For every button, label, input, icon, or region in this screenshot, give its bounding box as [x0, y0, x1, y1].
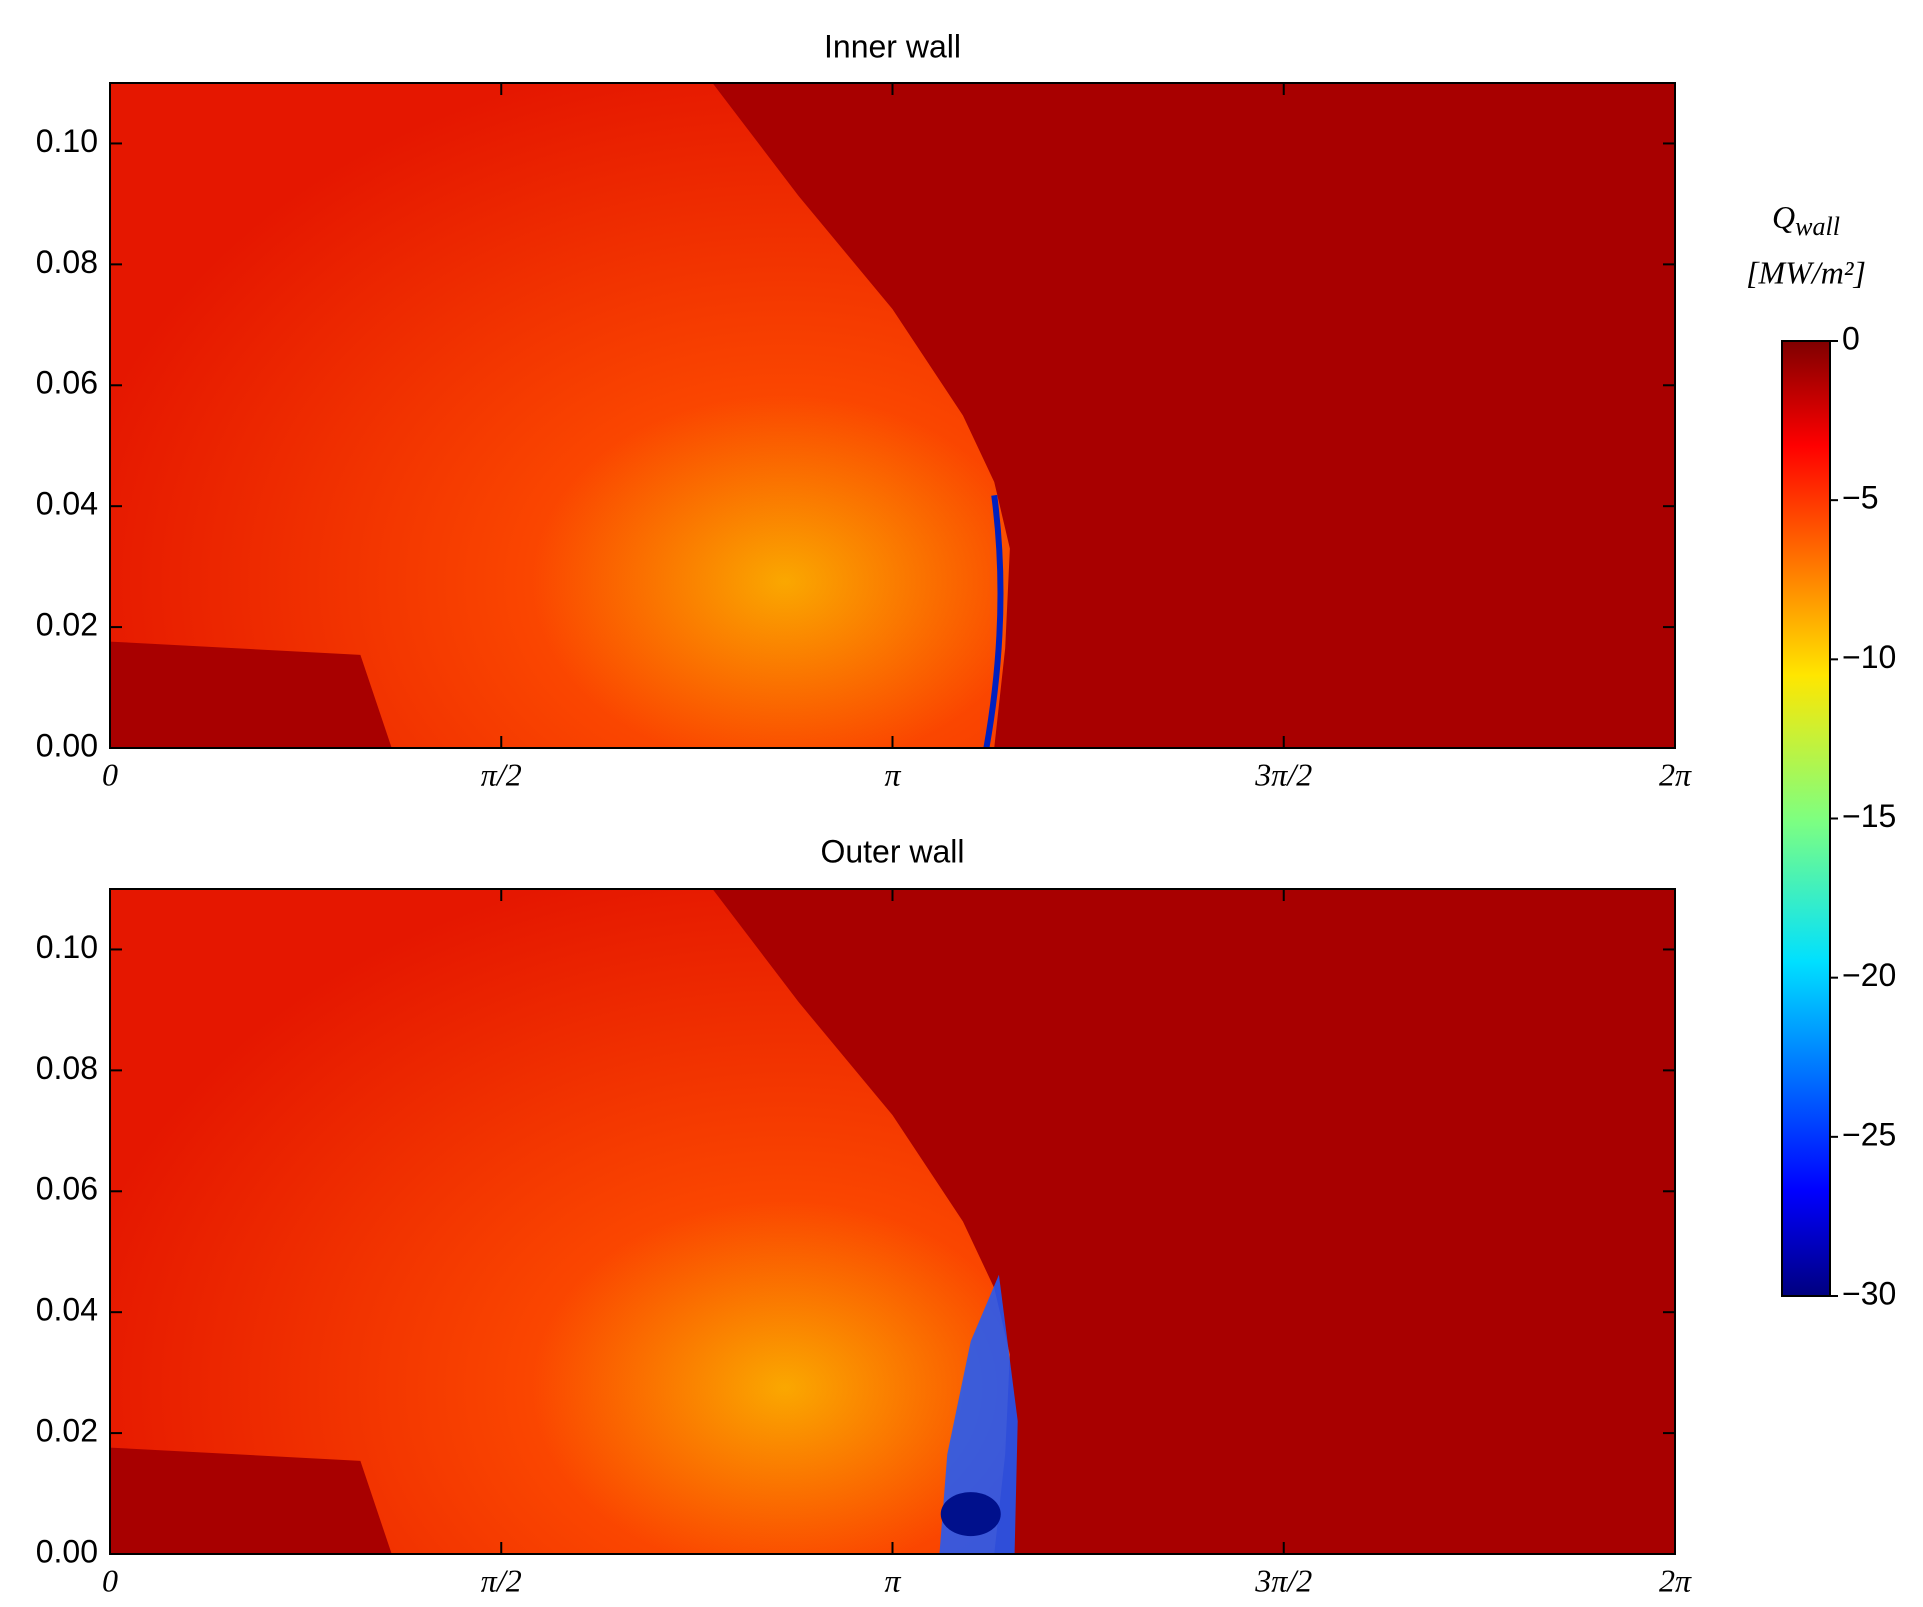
x-tick-label: 2π: [1659, 756, 1692, 792]
y-tick-label: 0.04: [36, 486, 98, 522]
y-tick-label: 0.06: [36, 365, 98, 401]
y-tick-label: 0.00: [36, 727, 98, 763]
x-tick-label: 0: [102, 1562, 118, 1598]
y-tick-label: 0.10: [36, 929, 98, 965]
y-tick-label: 0.02: [36, 607, 98, 643]
field-region: [110, 83, 1010, 748]
y-tick-label: 0.02: [36, 1413, 98, 1449]
colorbar-subscript: wall: [1795, 212, 1840, 241]
x-tick-label: 2π: [1659, 1562, 1692, 1598]
colorbar-tick-label: −10: [1842, 639, 1896, 675]
colorbar-tick-label: −20: [1842, 957, 1896, 993]
colorbar-tick-label: −15: [1842, 798, 1896, 834]
field-front: [983, 494, 1004, 749]
colorbar-symbol: Q: [1772, 199, 1795, 235]
x-tick-label: 0: [102, 756, 118, 792]
colorbar-tick-label: −30: [1842, 1275, 1896, 1311]
panel-title: Inner wall: [824, 28, 961, 64]
field-region: [110, 889, 1010, 1554]
x-tick-label: 3π/2: [1254, 756, 1312, 792]
panel-title: Outer wall: [820, 833, 964, 869]
colorbar: [1781, 340, 1831, 1297]
x-tick-label: π/2: [481, 756, 522, 792]
y-tick-label: 0.08: [36, 244, 98, 280]
colorbar-label: Qwall: [1772, 199, 1840, 241]
colorbar-tick-label: 0: [1842, 320, 1860, 356]
y-tick-label: 0.06: [36, 1171, 98, 1207]
field-patch: [940, 1492, 1001, 1537]
x-tick-label: 3π/2: [1254, 1562, 1312, 1598]
colorbar-tick-label: −25: [1842, 1116, 1896, 1152]
y-tick-label: 0.04: [36, 1292, 98, 1328]
x-tick-label: π: [884, 1562, 901, 1598]
x-tick-label: π: [884, 756, 901, 792]
colorbar-unit: [MW/m²]: [1746, 254, 1866, 290]
field-front: [939, 1274, 1018, 1554]
x-tick-label: π/2: [481, 1562, 522, 1598]
y-tick-label: 0.10: [36, 123, 98, 159]
y-tick-label: 0.00: [36, 1533, 98, 1569]
colorbar-tick-label: −5: [1842, 480, 1878, 516]
y-tick-label: 0.08: [36, 1050, 98, 1086]
